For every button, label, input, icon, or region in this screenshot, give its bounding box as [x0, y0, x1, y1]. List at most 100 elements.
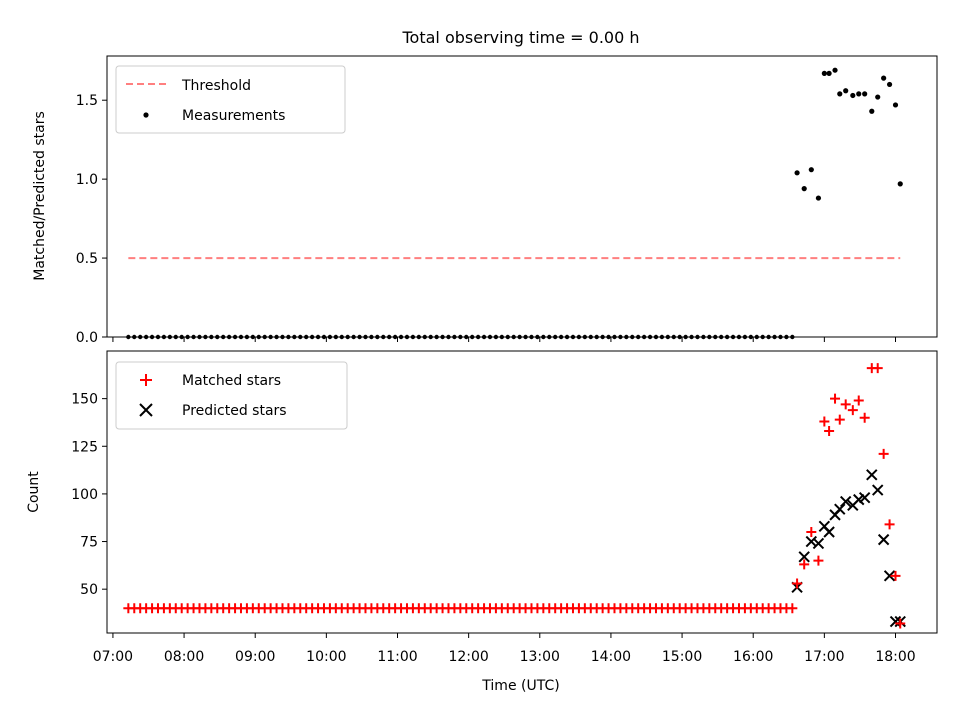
measurement-point — [594, 334, 599, 340]
top-ytick-label: 0.0 — [76, 330, 98, 346]
matched-star-point — [847, 405, 858, 416]
measurement-point — [576, 334, 582, 340]
measurement-point — [724, 334, 730, 340]
measurement-point — [695, 334, 700, 340]
legend-predicted-label: Predicted stars — [182, 403, 287, 419]
matched-star-point — [824, 426, 835, 437]
measurement-point — [659, 334, 665, 340]
measurement-point — [790, 334, 795, 340]
measurement-point — [778, 334, 783, 340]
measurement-point — [428, 334, 433, 340]
measurement-point — [529, 334, 534, 340]
matched-star-point — [895, 618, 906, 629]
x-tick-label: 10:00 — [306, 649, 346, 665]
measurement-point — [143, 334, 149, 340]
bottom-legend-box — [115, 361, 348, 430]
legend-matched-label: Matched stars — [182, 373, 281, 389]
measurement-point — [315, 334, 321, 340]
matched-star-point — [878, 448, 889, 459]
measurement-point — [523, 334, 528, 340]
measurement-point — [339, 334, 344, 340]
measurement-point — [794, 170, 800, 176]
predicted-star-point — [877, 533, 890, 546]
measurement-point — [843, 88, 849, 94]
x-tick-label: 15:00 — [662, 649, 702, 665]
measurement-point — [381, 334, 386, 340]
measurement-point — [226, 334, 232, 340]
measurement-point — [701, 334, 706, 340]
measurement-point — [304, 334, 309, 340]
measurement-point — [493, 334, 499, 340]
matched-star-point — [799, 559, 810, 570]
measurement-point — [618, 334, 623, 340]
measurement-point — [274, 334, 279, 340]
measurement-point — [398, 334, 404, 340]
predicted-star-point — [872, 484, 884, 496]
measurement-point — [286, 334, 291, 340]
x-tick-label: 12:00 — [448, 649, 488, 665]
bottom-ytick-label: 150 — [71, 392, 98, 408]
measurement-point — [197, 334, 202, 340]
measurement-point — [155, 334, 161, 340]
top-ylabel: Matched/Predicted stars — [32, 111, 48, 281]
measurement-point — [511, 334, 516, 340]
measurement-point — [624, 334, 629, 340]
measurement-point — [475, 334, 481, 340]
top-ytick-label: 0.5 — [76, 251, 98, 267]
measurement-point — [173, 334, 178, 340]
measurement-point — [719, 334, 724, 340]
measurement-point — [345, 334, 350, 340]
matched-star-point — [834, 414, 845, 425]
measurement-point — [464, 334, 469, 340]
measurement-point — [850, 92, 856, 99]
measurement-point — [357, 334, 362, 340]
measurement-point — [754, 334, 759, 340]
measurement-point — [760, 334, 765, 340]
measurement-point — [221, 334, 226, 340]
predicted-star-point — [812, 537, 825, 550]
measurement-point — [499, 334, 505, 340]
predicted-star-point — [839, 495, 852, 508]
measurement-point — [736, 334, 742, 340]
matched-star-point — [859, 412, 870, 423]
measurement-point — [683, 334, 688, 340]
measurement-point — [600, 334, 605, 340]
measurement-point — [262, 334, 267, 340]
measurement-point — [558, 334, 564, 340]
x-axis-label: Time (UTC) — [481, 678, 559, 694]
x-tick-label: 08:00 — [164, 649, 204, 665]
bottom-ylabel: Count — [26, 471, 42, 513]
legend-predicted-swatch — [139, 403, 153, 417]
measurement-point — [886, 81, 893, 88]
measurement-point — [487, 334, 493, 340]
measurement-point — [481, 334, 487, 340]
legend-measurements-swatch — [143, 112, 149, 118]
measurement-point — [707, 334, 712, 340]
measurement-point — [375, 334, 380, 340]
predicted-star-point — [889, 615, 902, 628]
measurement-point — [665, 334, 671, 340]
measurement-point — [179, 334, 184, 340]
legend-measurements-label: Measurements — [182, 108, 285, 124]
measurement-point — [410, 334, 416, 340]
measurement-point — [422, 334, 427, 340]
matched-star-point — [813, 555, 824, 566]
measurement-point — [636, 334, 641, 340]
measurement-point — [547, 334, 552, 340]
matched-star-point — [853, 395, 864, 406]
measurement-point — [185, 334, 190, 340]
measurement-point — [784, 334, 789, 340]
x-tick-label: 17:00 — [804, 649, 844, 665]
bottom-ytick-label: 100 — [71, 487, 98, 503]
chart-title: Total observing time = 0.00 h — [401, 28, 639, 47]
measurement-point — [677, 334, 682, 340]
measurement-point — [244, 334, 250, 340]
measurement-point — [801, 186, 807, 192]
x-tick-label: 18:00 — [875, 649, 915, 665]
measurement-point — [837, 91, 843, 97]
measurement-point — [126, 334, 131, 340]
matched-star-point — [840, 399, 851, 410]
measurement-point — [215, 334, 220, 340]
x-tick-label: 16:00 — [733, 649, 773, 665]
measurement-point — [612, 334, 617, 340]
